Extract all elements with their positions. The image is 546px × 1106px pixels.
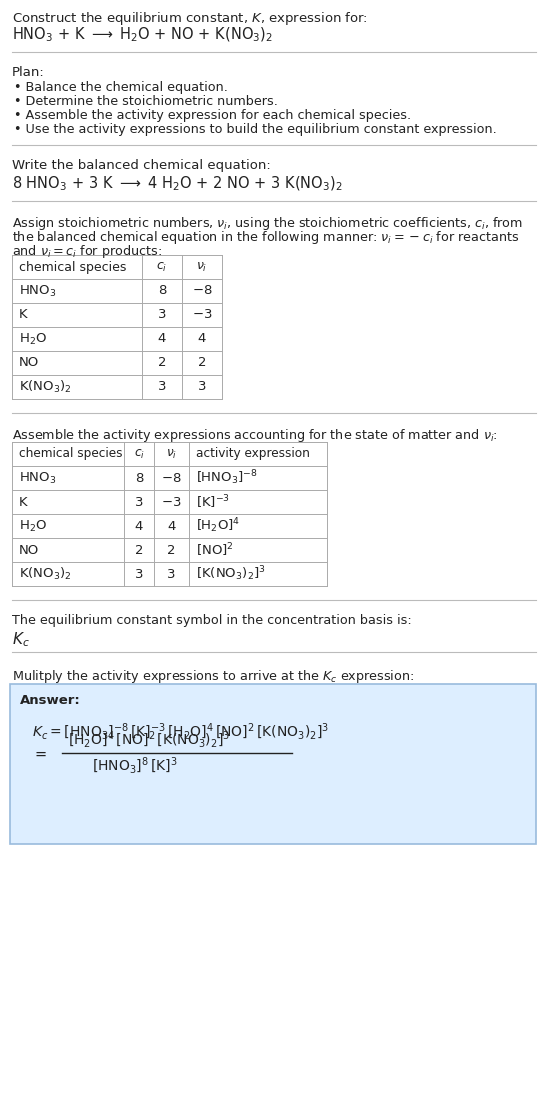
Text: 3: 3 [158, 380, 166, 394]
Text: 4: 4 [198, 333, 206, 345]
Text: $\nu_i$: $\nu_i$ [166, 448, 177, 460]
Text: [NO]$^2$: [NO]$^2$ [196, 541, 234, 559]
Text: 3: 3 [158, 309, 166, 322]
Text: [K(NO$_3$)$_2$]$^3$: [K(NO$_3$)$_2$]$^3$ [196, 565, 266, 583]
Text: 4: 4 [158, 333, 166, 345]
Text: H$_2$O: H$_2$O [19, 519, 47, 533]
Text: 2: 2 [158, 356, 166, 369]
Text: and $\nu_i = c_i$ for products:: and $\nu_i = c_i$ for products: [12, 243, 162, 260]
Text: chemical species: chemical species [19, 448, 122, 460]
Text: The equilibrium constant symbol in the concentration basis is:: The equilibrium constant symbol in the c… [12, 614, 412, 627]
Text: K(NO$_3$)$_2$: K(NO$_3$)$_2$ [19, 379, 72, 395]
Text: 2: 2 [198, 356, 206, 369]
Text: • Determine the stoichiometric numbers.: • Determine the stoichiometric numbers. [14, 95, 278, 108]
Text: K: K [19, 495, 28, 509]
Text: 4: 4 [167, 520, 176, 532]
Text: 4: 4 [135, 520, 143, 532]
Text: • Balance the chemical equation.: • Balance the chemical equation. [14, 81, 228, 94]
Text: [H$_2$O]$^4$: [H$_2$O]$^4$ [196, 517, 240, 535]
Text: Assign stoichiometric numbers, $\nu_i$, using the stoichiometric coefficients, $: Assign stoichiometric numbers, $\nu_i$, … [12, 215, 523, 232]
Text: $=$: $=$ [32, 745, 48, 761]
Text: 3: 3 [167, 567, 176, 581]
Text: $\nu_i$: $\nu_i$ [197, 260, 207, 273]
Text: 3: 3 [135, 495, 143, 509]
Text: NO: NO [19, 356, 39, 369]
Text: $K_c = [\mathrm{HNO_3}]^{-8}\,[\mathrm{K}]^{-3}\,[\mathrm{H_2O}]^{4}\,[\mathrm{N: $K_c = [\mathrm{HNO_3}]^{-8}\,[\mathrm{K… [32, 722, 329, 742]
Text: [HNO$_3$]$^{-8}$: [HNO$_3$]$^{-8}$ [196, 469, 258, 488]
Text: 3: 3 [135, 567, 143, 581]
Text: Mulitply the activity expressions to arrive at the $K_c$ expression:: Mulitply the activity expressions to arr… [12, 668, 414, 685]
Text: HNO$_3$: HNO$_3$ [19, 470, 57, 486]
Text: $-3$: $-3$ [192, 309, 212, 322]
Text: $[\mathrm{HNO_3}]^{8}\,[\mathrm{K}]^{3}$: $[\mathrm{HNO_3}]^{8}\,[\mathrm{K}]^{3}$ [92, 757, 177, 776]
Text: Plan:: Plan: [12, 66, 45, 79]
Text: $K_c$: $K_c$ [12, 630, 29, 649]
Text: Assemble the activity expressions accounting for the state of matter and $\nu_i$: Assemble the activity expressions accoun… [12, 427, 498, 444]
Text: 3: 3 [198, 380, 206, 394]
Text: [K]$^{-3}$: [K]$^{-3}$ [196, 493, 230, 511]
Text: HNO$_3$ + K $\longrightarrow$ H$_2$O + NO + K(NO$_3$)$_2$: HNO$_3$ + K $\longrightarrow$ H$_2$O + N… [12, 27, 273, 44]
Text: 2: 2 [167, 543, 176, 556]
Text: H$_2$O: H$_2$O [19, 332, 47, 346]
Text: $-8$: $-8$ [192, 284, 212, 298]
Text: activity expression: activity expression [196, 448, 310, 460]
Text: HNO$_3$: HNO$_3$ [19, 283, 57, 299]
Text: 8: 8 [158, 284, 166, 298]
Text: $-3$: $-3$ [161, 495, 182, 509]
Text: K(NO$_3$)$_2$: K(NO$_3$)$_2$ [19, 566, 72, 582]
Text: 8 HNO$_3$ + 3 K $\longrightarrow$ 4 H$_2$O + 2 NO + 3 K(NO$_3$)$_2$: 8 HNO$_3$ + 3 K $\longrightarrow$ 4 H$_2… [12, 175, 343, 194]
Text: 2: 2 [135, 543, 143, 556]
Text: $-8$: $-8$ [161, 471, 182, 484]
Text: $[\mathrm{H_2O}]^{4}\,[\mathrm{NO}]^{2}\,[\mathrm{K(NO_3)_2}]^{3}$: $[\mathrm{H_2O}]^{4}\,[\mathrm{NO}]^{2}\… [68, 730, 230, 750]
Text: $c_i$: $c_i$ [156, 260, 168, 273]
FancyBboxPatch shape [10, 684, 536, 844]
Text: Answer:: Answer: [20, 693, 81, 707]
Text: $c_i$: $c_i$ [134, 448, 145, 460]
Text: the balanced chemical equation in the following manner: $\nu_i = -c_i$ for react: the balanced chemical equation in the fo… [12, 229, 519, 246]
Text: K: K [19, 309, 28, 322]
Text: • Use the activity expressions to build the equilibrium constant expression.: • Use the activity expressions to build … [14, 123, 497, 136]
Text: Construct the equilibrium constant, $K$, expression for:: Construct the equilibrium constant, $K$,… [12, 10, 368, 27]
Text: • Assemble the activity expression for each chemical species.: • Assemble the activity expression for e… [14, 109, 411, 122]
Text: NO: NO [19, 543, 39, 556]
Text: Write the balanced chemical equation:: Write the balanced chemical equation: [12, 159, 271, 173]
Text: 8: 8 [135, 471, 143, 484]
Text: chemical species: chemical species [19, 261, 126, 273]
